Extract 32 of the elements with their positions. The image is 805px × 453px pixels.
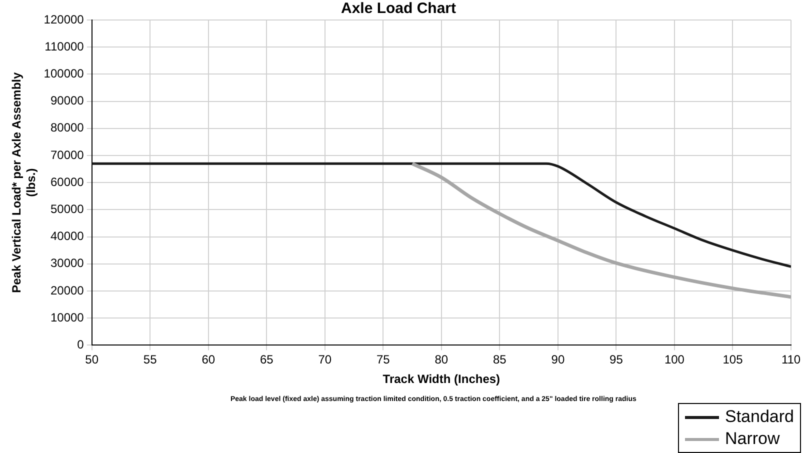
x-tick-label: 55 [143, 352, 158, 367]
x-tick-label: 70 [318, 352, 332, 367]
x-tick-label: 100 [664, 352, 685, 367]
x-axis-title: Track Width (Inches) [382, 372, 500, 386]
line-series [410, 162, 791, 299]
y-tick-label: 0 [77, 338, 84, 352]
legend-label: Standard [725, 406, 794, 428]
y-tick-label: 120000 [44, 12, 84, 26]
y-axis-title: Peak Vertical Load* per Axle Assembly (lbs.) [10, 72, 38, 293]
y-tick-label: 40000 [50, 229, 84, 244]
y-tick-label: 80000 [50, 120, 84, 135]
y-tick-label: 20000 [50, 283, 84, 298]
y-tick-label: 50000 [50, 202, 84, 216]
y-tick-label: 110000 [44, 39, 84, 54]
y-tick-label: 100000 [44, 66, 84, 81]
x-tick-label: 85 [493, 352, 507, 367]
y-tick-label: 60000 [50, 174, 84, 189]
x-tick-label: 95 [610, 352, 624, 367]
chart-title: Axle Load Chart [340, 0, 456, 18]
x-tick-label: 75 [376, 352, 390, 367]
legend-label: Narrow [725, 428, 780, 450]
x-tick-label: 65 [260, 352, 274, 367]
x-tick-label: 80 [434, 352, 448, 367]
x-tick-label: 105 [722, 352, 744, 367]
y-tick-label: 90000 [50, 94, 84, 108]
y-tick-label: 10000 [50, 310, 84, 324]
x-tick-label: 110 [781, 352, 801, 367]
x-tick-label: 60 [202, 352, 216, 367]
y-tick-label: 70000 [50, 148, 84, 162]
y-tick-label: 30000 [50, 256, 84, 270]
x-tick-label: 90 [551, 352, 565, 367]
x-tick-label: 50 [85, 352, 99, 367]
